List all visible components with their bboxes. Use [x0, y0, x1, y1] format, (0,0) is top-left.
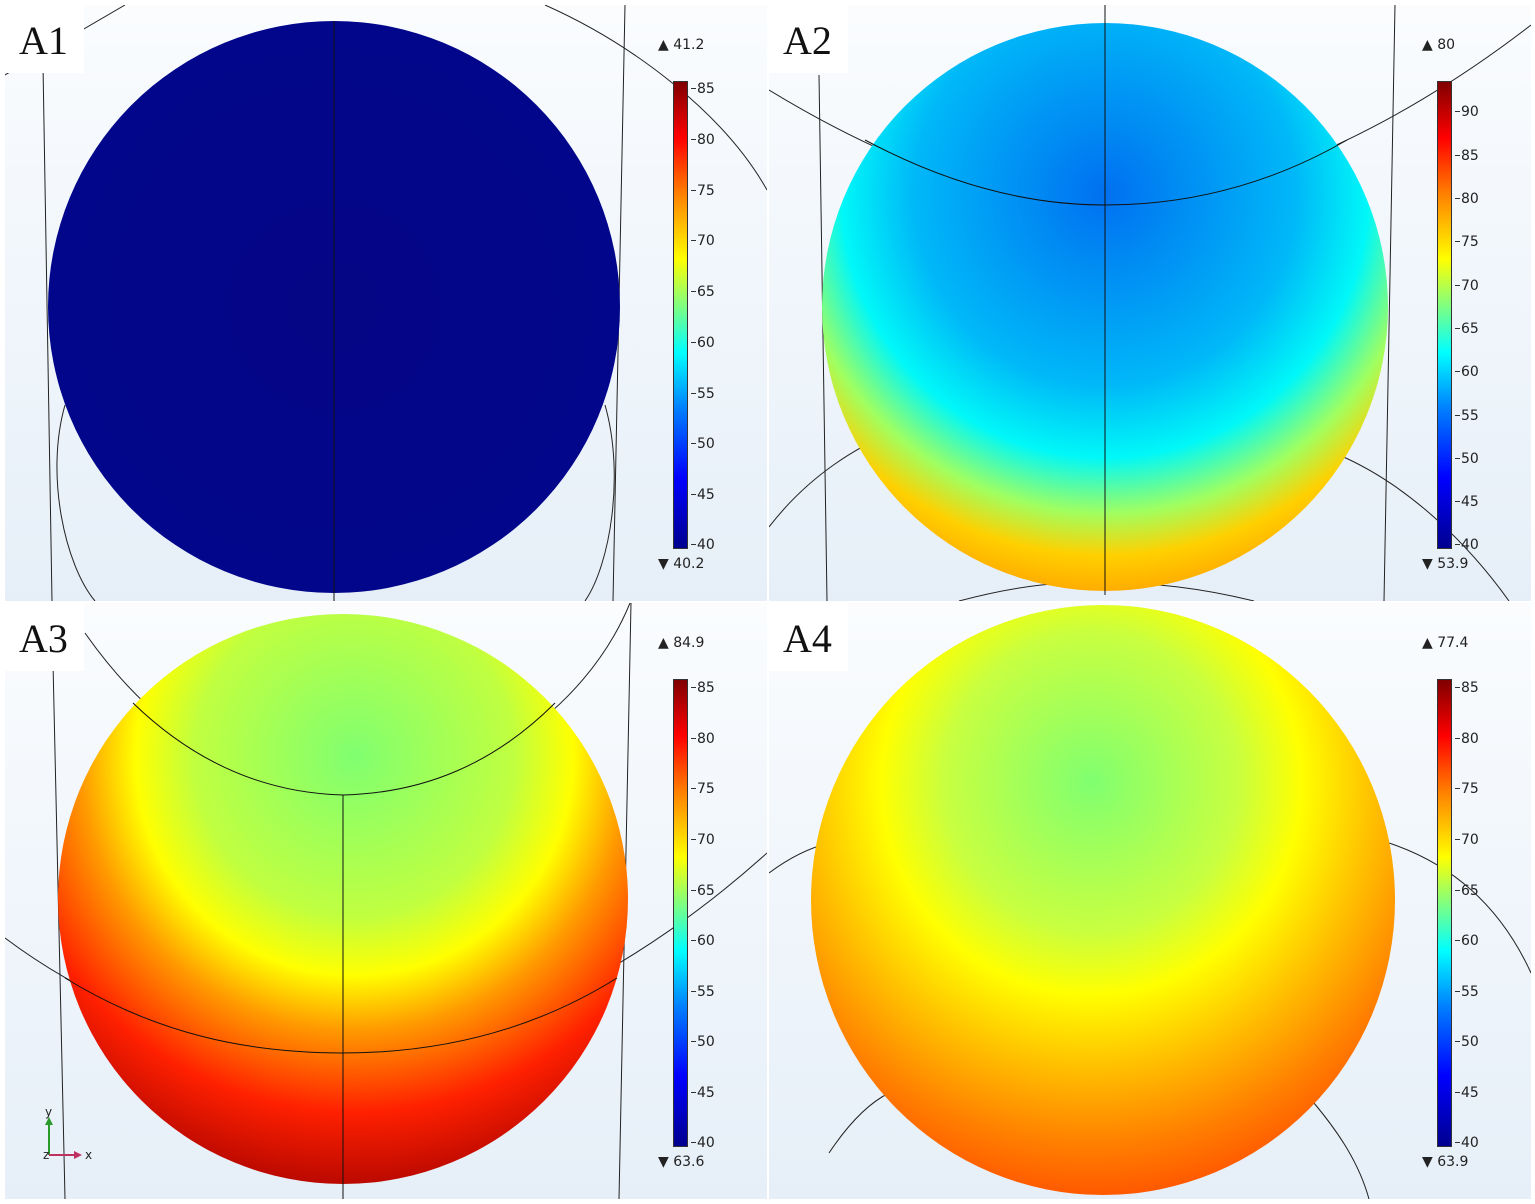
colorbar-tick: 40: [1455, 537, 1479, 553]
colorbar-tick: 60: [691, 335, 715, 351]
colorbar-tick: 50: [1455, 451, 1479, 467]
geometry-edge: [1388, 842, 1531, 974]
colorbar-max-value: 77.4: [1437, 635, 1469, 651]
colorbar-tick: 65: [1455, 321, 1479, 337]
colorbar-max: ▲ 84.9: [658, 635, 705, 651]
colorbar-tick: 70: [1455, 832, 1479, 848]
colorbar-tick: 60: [1455, 364, 1479, 380]
colorbar: [1437, 81, 1452, 549]
geometry-edge: [584, 404, 615, 601]
colorbar-tick: 65: [691, 883, 715, 899]
colorbar-tick: 55: [1455, 984, 1479, 1000]
z-axis-label: z: [43, 1148, 49, 1162]
panel-label: A2: [769, 5, 848, 73]
colorbar-tick: 50: [691, 436, 715, 452]
colorbar-tick: 75: [1455, 234, 1479, 250]
colorbar-tick: 65: [691, 284, 715, 300]
colorbar-tick: 85: [691, 81, 715, 97]
colorbar-tick: 45: [691, 1085, 715, 1101]
colorbar-tick: 80: [1455, 191, 1479, 207]
panel-a4: A4 ▲ 77.4 85 80 75 70 65 60 55 50 45 40 …: [769, 603, 1531, 1199]
colorbar-tick: 40: [1455, 1135, 1479, 1151]
colorbar-max: ▲ 41.2: [658, 37, 705, 53]
colorbar-min-value: 63.6: [673, 1154, 705, 1170]
colorbar-min: ▼ 63.9: [1422, 1154, 1469, 1170]
colorbar-min-value: 63.9: [1437, 1154, 1469, 1170]
colorbar-tick: 85: [1455, 148, 1479, 164]
y-axis-label: y: [45, 1105, 52, 1119]
panel-a3-scene: [5, 603, 767, 1199]
colorbar-tick: 55: [691, 386, 715, 402]
colorbar-tick: 50: [1455, 1034, 1479, 1050]
colorbar-tick: 55: [1455, 408, 1479, 424]
colorbar-tick: 80: [691, 132, 715, 148]
colorbar-tick: 50: [691, 1034, 715, 1050]
colorbar: [1437, 679, 1452, 1147]
panel-a2-scene: [769, 5, 1531, 601]
colorbar-tick: 80: [691, 731, 715, 747]
colorbar-min: ▼ 40.2: [658, 556, 705, 572]
colorbar: [673, 679, 688, 1147]
panel-a3: A3 ▲ 84.9 85 80 75 70 65 60 55 50 45 40 …: [5, 603, 767, 1199]
panel-label: A1: [5, 5, 84, 73]
colorbar-tick: 90: [1455, 104, 1479, 120]
geometry-edge: [818, 74, 828, 601]
colorbar-max: ▲ 80: [1422, 37, 1456, 53]
geometry-edge: [56, 404, 96, 601]
colorbar-tick: 60: [691, 933, 715, 949]
colorbar-tick: 40: [691, 537, 715, 553]
panel-label: A3: [5, 603, 84, 671]
colorbar-tick: 45: [1455, 1085, 1479, 1101]
colorbar-tick: 85: [1455, 680, 1479, 696]
colorbar-tick: 65: [1455, 883, 1479, 899]
colorbar-tick: 80: [1455, 731, 1479, 747]
x-axis-label: x: [85, 1148, 92, 1162]
colorbar-tick: 85: [691, 680, 715, 696]
colorbar-tick: 70: [1455, 278, 1479, 294]
panel-a1-scene: [5, 5, 767, 601]
colorbar-tick: 45: [691, 487, 715, 503]
x-axis-arrowhead: [74, 1151, 82, 1159]
geometry-edge: [52, 662, 66, 1199]
panel-a1: A1 ▲ 41.2 85 80 75 70 65 60 55 50 45 40 …: [5, 5, 767, 601]
colorbar-tick: 55: [691, 984, 715, 1000]
colorbar-min: ▼ 53.9: [1422, 556, 1469, 572]
colorbar-min-value: 40.2: [673, 556, 705, 572]
colorbar: [673, 81, 688, 549]
panel-a2: A2 ▲ 80 90 85 80 75 70 65 60 55 50 45 40…: [769, 5, 1531, 601]
colorbar-min: ▼ 63.6: [658, 1154, 705, 1170]
colorbar-tick: 75: [691, 183, 715, 199]
geometry-edge: [1313, 1102, 1370, 1199]
colorbar-tick: 60: [1455, 933, 1479, 949]
colorbar-tick: 70: [691, 233, 715, 249]
colorbar-tick: 40: [691, 1135, 715, 1151]
panel-a4-scene: [769, 605, 1531, 1199]
colorbar-tick: 45: [1455, 494, 1479, 510]
colorbar-tick: 70: [691, 832, 715, 848]
geometry-edge: [42, 64, 53, 601]
colorbar-max-value: 84.9: [673, 635, 705, 651]
geometry-edge: [864, 139, 1348, 206]
colorbar-max: ▲ 77.4: [1422, 635, 1469, 651]
colorbar-tick: 75: [691, 781, 715, 797]
geometry-edge: [1338, 454, 1510, 601]
colorbar-min-value: 53.9: [1437, 556, 1469, 572]
colorbar-max-value: 80: [1437, 37, 1456, 53]
y-axis-arrowhead: [45, 1117, 53, 1125]
geometry-edge: [1383, 5, 1396, 601]
colorbar-max-value: 41.2: [673, 37, 705, 53]
axes-triad: y x z: [43, 1105, 92, 1162]
colorbar-tick: 75: [1455, 781, 1479, 797]
geometry-edge: [828, 1092, 890, 1154]
panel-label: A4: [769, 603, 848, 671]
sphere: [811, 605, 1395, 1195]
